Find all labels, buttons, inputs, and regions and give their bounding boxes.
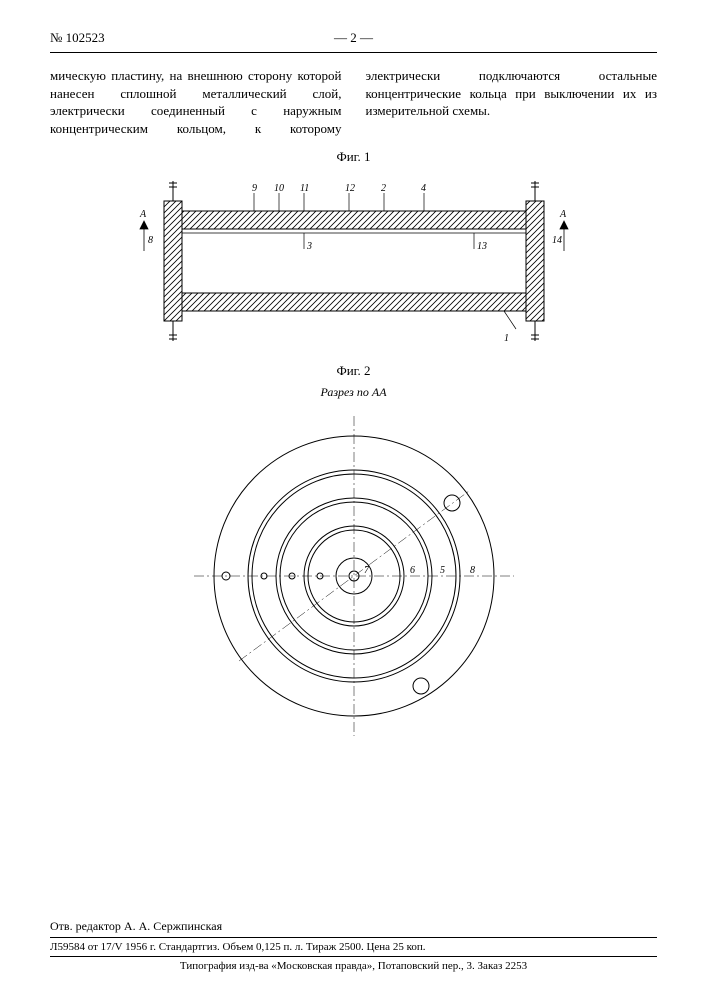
callout-13: 13 (477, 241, 487, 252)
callout-10: 10 (274, 183, 284, 194)
header-rule (50, 52, 657, 53)
figure1-svg: 9 10 11 12 2 4 3 13 1 А А 8 14 (104, 171, 604, 351)
ring-5: 5 (440, 565, 445, 576)
callout-9: 9 (252, 183, 257, 194)
callout-11: 11 (300, 183, 309, 194)
page: № 102523 — 2 — № 102523 мическую пластин… (0, 0, 707, 1000)
section-a-left: А (139, 209, 147, 220)
callout-14: 14 (552, 235, 562, 246)
section-a-right: А (559, 209, 567, 220)
figure1: 9 10 11 12 2 4 3 13 1 А А 8 14 (50, 171, 657, 351)
page-number: — 2 — (105, 30, 603, 46)
doc-number: № 102523 (50, 30, 105, 46)
footer: Отв. редактор А. А. Сержпинская Л59584 о… (50, 919, 657, 972)
figure1-label: Фиг. 1 (50, 149, 657, 165)
callout-4: 4 (421, 183, 426, 194)
callout-8: 8 (148, 235, 153, 246)
ring-8: 8 (470, 565, 475, 576)
imprint-line-2: Типография изд-ва «Московская правда», П… (50, 960, 657, 972)
callout-3: 3 (306, 241, 312, 252)
callout-12: 12 (345, 183, 355, 194)
page-header: № 102523 — 2 — № 102523 (50, 30, 657, 46)
figure2-subtitle: Разрез по АА (50, 385, 657, 400)
callout-2: 2 (381, 183, 386, 194)
editor-line: Отв. редактор А. А. Сержпинская (50, 919, 657, 938)
imprint-line-1: Л59584 от 17/V 1956 г. Стандартгиз. Объе… (50, 941, 657, 957)
callout-1: 1 (504, 333, 509, 344)
figure2: 7 6 5 8 (50, 406, 657, 746)
figure2-label: Фиг. 2 (50, 363, 657, 379)
figure2-svg: 7 6 5 8 (184, 406, 524, 746)
body-paragraph: мическую пластину, на внешнюю сторону ко… (50, 67, 657, 137)
ring-6: 6 (410, 565, 415, 576)
